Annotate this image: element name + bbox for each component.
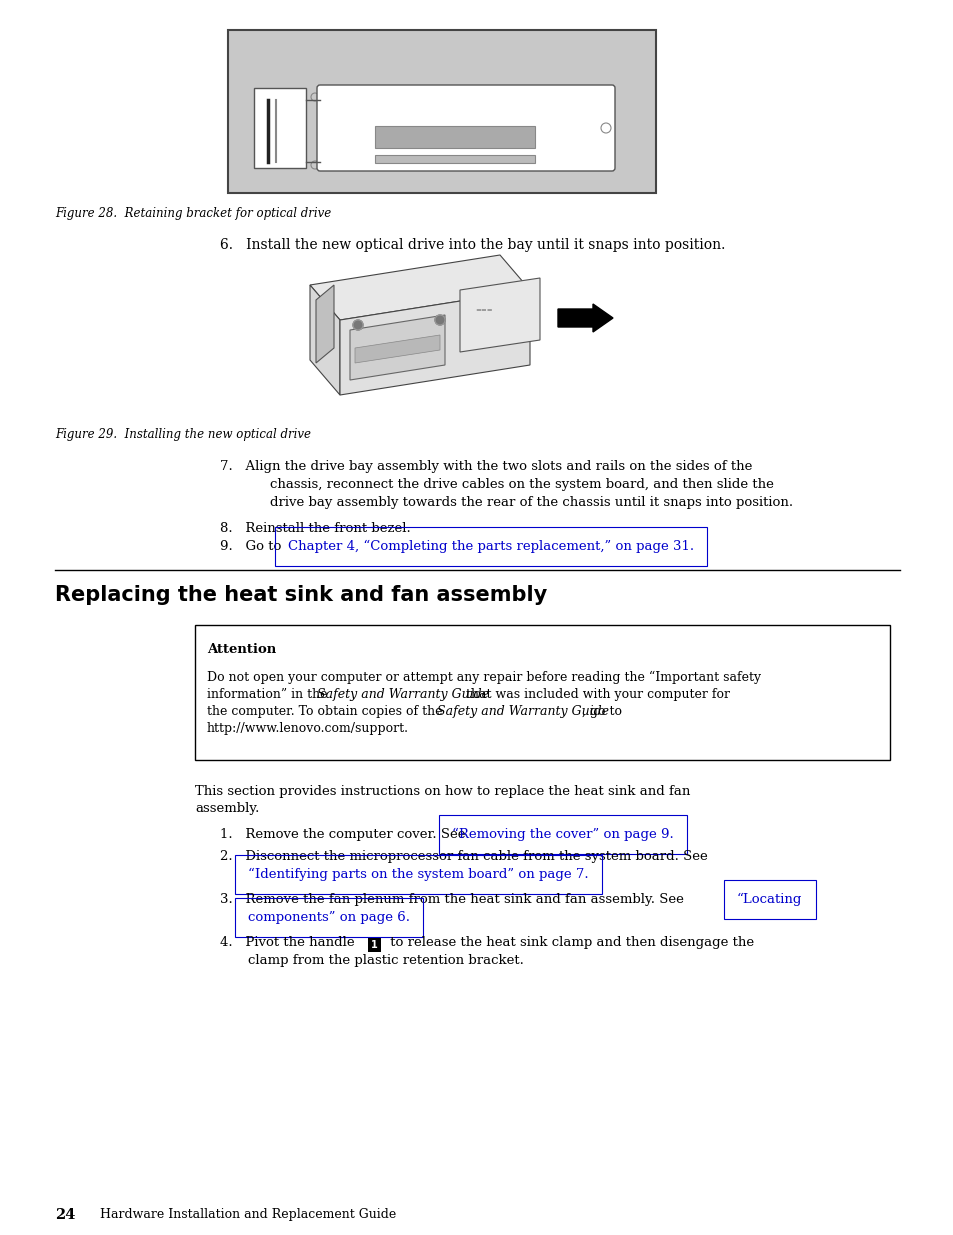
Text: 9.   Go to: 9. Go to: [220, 540, 285, 553]
Text: chassis, reconnect the drive cables on the system board, and then slide the: chassis, reconnect the drive cables on t…: [270, 478, 773, 492]
Text: 8.   Reinstall the front bezel.: 8. Reinstall the front bezel.: [220, 522, 411, 535]
Text: Figure 28.  Retaining bracket for optical drive: Figure 28. Retaining bracket for optical…: [55, 207, 331, 220]
Text: Attention: Attention: [207, 643, 276, 656]
Text: ===: ===: [475, 308, 492, 312]
Text: “Locating: “Locating: [737, 893, 801, 906]
Text: Do not open your computer or attempt any repair before reading the “Important sa: Do not open your computer or attempt any…: [207, 671, 760, 684]
Text: drive bay assembly towards the rear of the chassis until it snaps into position.: drive bay assembly towards the rear of t…: [270, 496, 792, 509]
Text: , go to: , go to: [581, 705, 621, 718]
Text: to release the heat sink clamp and then disengage the: to release the heat sink clamp and then …: [386, 936, 753, 948]
Text: assembly.: assembly.: [194, 802, 259, 815]
Circle shape: [435, 315, 444, 325]
Text: 1.   Remove the computer cover. See: 1. Remove the computer cover. See: [220, 827, 469, 841]
Text: Hardware Installation and Replacement Guide: Hardware Installation and Replacement Gu…: [100, 1208, 395, 1221]
Polygon shape: [310, 254, 530, 320]
Text: Safety and Warranty Guide: Safety and Warranty Guide: [436, 705, 608, 718]
Polygon shape: [355, 335, 439, 363]
Text: 6.   Install the new optical drive into the bay until it snaps into position.: 6. Install the new optical drive into th…: [220, 238, 724, 252]
Text: 2.   Disconnect the microprocessor fan cable from the system board. See: 2. Disconnect the microprocessor fan cab…: [220, 850, 707, 863]
Text: Safety and Warranty Guide: Safety and Warranty Guide: [316, 688, 489, 701]
FancyBboxPatch shape: [316, 85, 615, 170]
Bar: [253, 88, 306, 168]
Text: the computer. To obtain copies of the: the computer. To obtain copies of the: [207, 705, 446, 718]
Text: Figure 29.  Installing the new optical drive: Figure 29. Installing the new optical dr…: [55, 429, 311, 441]
Polygon shape: [350, 315, 444, 380]
Bar: [228, 30, 656, 193]
Bar: [194, 625, 889, 760]
Text: 24: 24: [55, 1208, 75, 1221]
Text: 3.   Remove the fan plenum from the heat sink and fan assembly. See: 3. Remove the fan plenum from the heat s…: [220, 893, 687, 906]
Text: 4.   Pivot the handle: 4. Pivot the handle: [220, 936, 358, 948]
Text: components” on page 6.: components” on page 6.: [248, 911, 410, 924]
Text: “Identifying parts on the system board” on page 7.: “Identifying parts on the system board” …: [248, 868, 588, 882]
Text: information” in the: information” in the: [207, 688, 331, 701]
FancyArrow shape: [558, 304, 613, 332]
Text: 1: 1: [371, 940, 377, 950]
Text: clamp from the plastic retention bracket.: clamp from the plastic retention bracket…: [248, 953, 523, 967]
Bar: [368, 939, 380, 952]
Text: Replacing the heat sink and fan assembly: Replacing the heat sink and fan assembly: [55, 585, 547, 605]
Polygon shape: [459, 278, 539, 352]
Text: “Removing the cover” on page 9.: “Removing the cover” on page 9.: [452, 827, 673, 841]
Polygon shape: [339, 290, 530, 395]
Bar: [375, 156, 535, 163]
Polygon shape: [310, 285, 339, 395]
Polygon shape: [315, 285, 334, 363]
Text: Chapter 4, “Completing the parts replacement,” on page 31.: Chapter 4, “Completing the parts replace…: [288, 540, 694, 553]
Text: 7.   Align the drive bay assembly with the two slots and rails on the sides of t: 7. Align the drive bay assembly with the…: [220, 459, 752, 473]
Circle shape: [353, 320, 363, 330]
Text: This section provides instructions on how to replace the heat sink and fan: This section provides instructions on ho…: [194, 785, 690, 798]
Text: http://www.lenovo.com/support.: http://www.lenovo.com/support.: [207, 722, 409, 735]
Text: that was included with your computer for: that was included with your computer for: [461, 688, 729, 701]
Bar: [375, 126, 535, 148]
